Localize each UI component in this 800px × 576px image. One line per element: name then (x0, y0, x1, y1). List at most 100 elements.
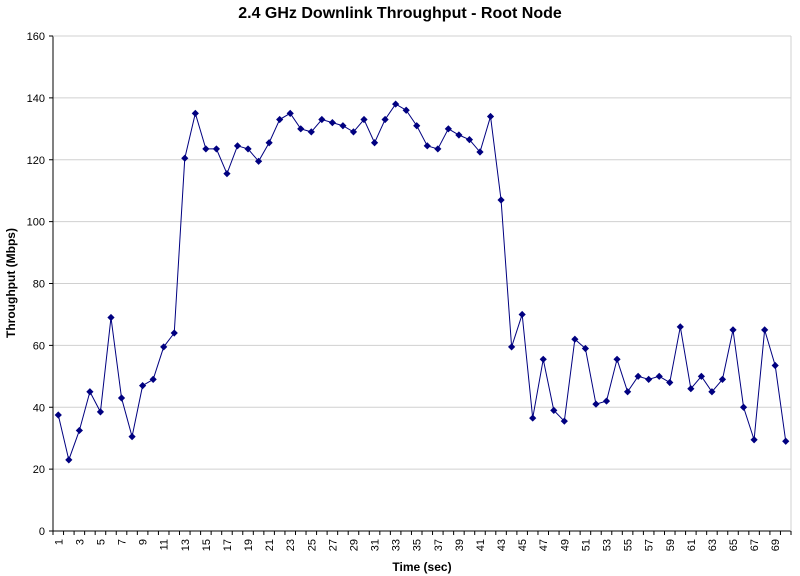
series-throughput (54, 100, 790, 464)
x-tick-label: 7 (117, 539, 129, 545)
data-point-32 (381, 115, 389, 124)
grid-lines (53, 35, 791, 470)
data-point-3 (75, 426, 83, 435)
data-point-29 (349, 128, 358, 136)
x-tick-label: 53 (602, 539, 614, 551)
x-tick-label: 41 (475, 539, 487, 551)
data-point-41 (476, 148, 484, 156)
data-point-58 (655, 372, 663, 380)
data-point-65 (729, 326, 737, 334)
data-point-11 (160, 343, 168, 351)
y-tick-label: 80 (33, 279, 45, 291)
data-point-33 (392, 100, 400, 108)
x-tick-label: 63 (707, 539, 719, 551)
data-point-22 (276, 115, 284, 124)
x-tick-label: 23 (285, 539, 297, 551)
chart-title: 2.4 GHz Downlink Throughput - Root Node (238, 5, 562, 22)
data-point-70 (782, 437, 790, 445)
data-point-7 (117, 394, 126, 402)
data-point-53 (602, 397, 611, 405)
x-tick-label: 33 (391, 539, 403, 551)
x-tick-label: 57 (644, 539, 656, 551)
data-point-68 (761, 326, 769, 334)
data-point-5 (96, 408, 105, 416)
x-tick-label: 67 (749, 539, 761, 551)
data-point-66 (739, 403, 748, 411)
x-tick-label: 61 (686, 539, 698, 551)
data-point-19 (244, 145, 252, 153)
x-tick-label: 49 (559, 539, 571, 551)
x-tick-label: 31 (370, 539, 382, 551)
series-line (57, 103, 787, 462)
x-tick-label: 1 (53, 539, 65, 545)
x-tick-label: 13 (180, 539, 192, 551)
data-point-2 (65, 456, 73, 464)
data-point-67 (750, 436, 758, 444)
data-point-59 (666, 378, 674, 387)
axes (49, 35, 792, 535)
x-tick-label: 39 (454, 539, 466, 551)
data-point-8 (128, 433, 136, 441)
y-axis-label: Throughput (Mbps) (4, 228, 18, 338)
x-tick-label: 59 (665, 539, 677, 551)
data-point-43 (497, 196, 505, 204)
data-point-56 (634, 372, 642, 380)
data-point-17 (223, 170, 231, 178)
data-point-52 (592, 400, 600, 408)
x-tick-label: 69 (770, 539, 782, 551)
y-tick-label: 40 (33, 402, 45, 414)
data-point-26 (318, 115, 326, 124)
data-point-21 (265, 139, 273, 147)
data-point-15 (202, 145, 210, 153)
data-point-57 (645, 375, 653, 384)
x-tick-label: 5 (95, 539, 107, 545)
data-point-44 (508, 343, 516, 351)
data-point-30 (360, 115, 368, 124)
x-tick-label: 11 (159, 539, 171, 550)
data-point-16 (212, 145, 221, 153)
y-tick-label: 100 (27, 217, 45, 229)
data-point-61 (687, 385, 695, 393)
data-point-50 (571, 335, 579, 343)
data-point-55 (623, 388, 632, 396)
data-point-6 (107, 313, 115, 322)
data-point-49 (560, 417, 568, 425)
data-point-35 (413, 122, 421, 130)
x-tick-label: 45 (517, 539, 529, 551)
data-point-13 (181, 154, 189, 162)
data-point-36 (423, 142, 431, 150)
data-point-48 (550, 406, 558, 414)
data-point-42 (486, 112, 495, 121)
x-tick-label: 21 (264, 539, 276, 551)
data-point-10 (149, 375, 157, 384)
data-point-37 (434, 145, 442, 153)
data-point-20 (254, 157, 263, 165)
x-tick-label: 47 (538, 539, 550, 551)
x-axis-label: Time (sec) (392, 560, 451, 574)
x-tick-label: 9 (138, 539, 150, 545)
x-tick-label: 3 (74, 539, 86, 545)
x-tick-label: 27 (327, 539, 339, 551)
x-tick-labels: 1 3 5 7 9 11 13 15 17 19 21 23 25 27 29 31 33 35 37 39 41 43 4… (53, 539, 782, 551)
data-point-62 (697, 372, 705, 380)
data-point-18 (233, 142, 242, 150)
y-tick-labels: 0 20 40 60 80 100 120 140 160 (27, 31, 45, 538)
x-tick-label: 25 (306, 539, 318, 551)
y-tick-label: 0 (39, 526, 45, 538)
data-point-47 (539, 355, 547, 363)
data-point-46 (529, 414, 537, 422)
x-tick-label: 51 (580, 539, 592, 551)
data-point-39 (455, 131, 463, 139)
data-point-64 (718, 375, 727, 384)
y-tick-label: 20 (33, 464, 45, 476)
x-tick-label: 43 (496, 539, 508, 551)
data-point-9 (139, 381, 147, 390)
data-point-28 (339, 122, 347, 130)
data-point-12 (170, 329, 178, 337)
y-tick-label: 160 (27, 31, 45, 43)
data-point-23 (286, 109, 294, 117)
y-tick-label: 120 (27, 155, 45, 167)
x-tick-label: 37 (433, 539, 445, 551)
